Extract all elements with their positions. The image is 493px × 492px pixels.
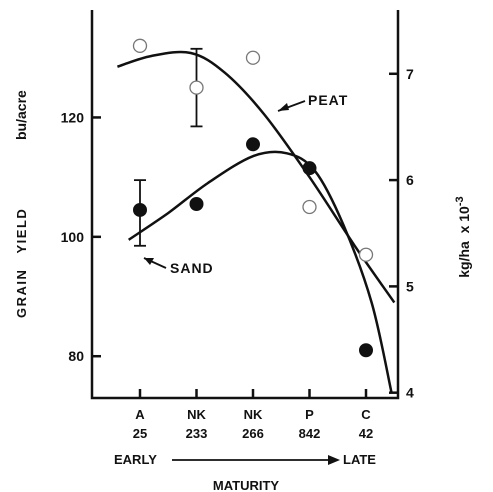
right-axis-ticks: 4 5 6 7 xyxy=(389,66,414,401)
point-peat xyxy=(245,50,261,65)
left-tick-label: 80 xyxy=(68,348,84,364)
point-sand xyxy=(302,161,317,176)
point-peat xyxy=(132,38,148,53)
x-tick-label-line2: 842 xyxy=(299,426,321,441)
x-tick-label-line2: 233 xyxy=(186,426,208,441)
left-axis-ticks: 80 100 120 xyxy=(61,109,101,364)
curve-peat xyxy=(117,50,396,304)
y-axis-label-right-exponent: -3 xyxy=(454,196,466,206)
point-sand xyxy=(246,137,260,152)
x-tick-label-line1: A xyxy=(135,407,145,422)
right-tick-label: 4 xyxy=(406,385,414,401)
peat-label-arrowhead xyxy=(278,103,289,111)
x-tick-label-line2: 42 xyxy=(359,426,373,441)
point-sand xyxy=(189,197,204,211)
error-bars xyxy=(134,47,203,247)
right-tick-label: 7 xyxy=(406,66,414,82)
left-tick-label: 120 xyxy=(61,109,85,125)
fitted-curves xyxy=(117,50,396,393)
point-peat xyxy=(189,80,204,95)
x-axis-ticks: A 25 NK 233 NK 266 P 842 C 42 xyxy=(133,389,373,441)
x-start-label: EARLY xyxy=(114,452,157,467)
x-end-label: LATE xyxy=(343,452,376,467)
curve-sand xyxy=(127,150,393,393)
data-points xyxy=(132,38,374,358)
series-label-sand: SAND xyxy=(170,260,214,276)
right-tick-label: 5 xyxy=(406,278,414,294)
point-sand xyxy=(359,343,373,358)
plot-frame xyxy=(90,10,400,400)
x-axis-label: MATURITY xyxy=(213,478,280,492)
point-peat xyxy=(302,199,317,215)
maturity-arrowhead xyxy=(328,455,340,465)
x-tick-label-line1: P xyxy=(305,407,314,422)
svg-text:kg/ha x 10-3: kg/ha x 10-3 xyxy=(450,177,472,305)
y-axis-label-right-text: kg/ha x 10 xyxy=(456,206,472,278)
left-tick-label: 100 xyxy=(61,229,85,245)
y-axis-label-right: kg/ha x 10-3 xyxy=(450,177,472,305)
right-tick-label: 6 xyxy=(406,172,414,188)
x-tick-label-line1: C xyxy=(361,407,371,422)
point-peat xyxy=(358,247,374,262)
x-tick-label-line1: NK xyxy=(187,407,206,422)
point-sand xyxy=(133,202,147,217)
plot-area xyxy=(90,10,400,400)
sand-label-arrowhead xyxy=(144,258,154,265)
y-axis-label-left: GRAIN YIELD xyxy=(14,208,29,318)
x-tick-label-line2: 266 xyxy=(242,426,264,441)
y-axis-unit-left: bu/acre xyxy=(13,90,29,140)
x-tick-label-line1: NK xyxy=(244,407,263,422)
series-label-peat: PEAT xyxy=(308,92,348,108)
x-tick-label-line2: 25 xyxy=(133,426,147,441)
